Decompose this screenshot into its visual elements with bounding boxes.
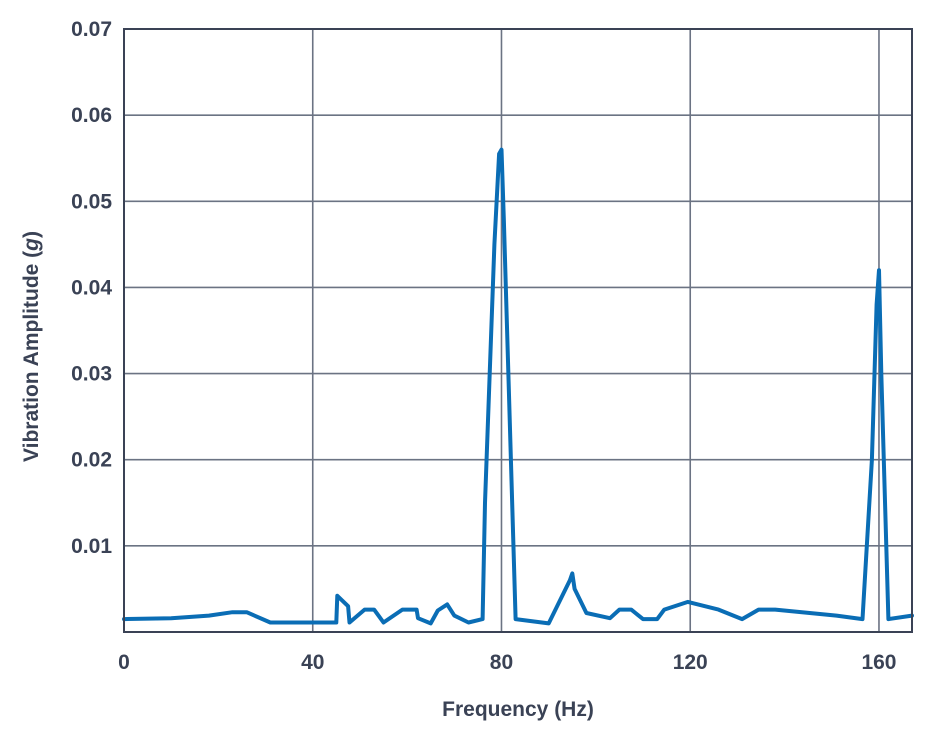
x-tick-label: 120 (673, 651, 708, 674)
y-tick-label: 0.05 (71, 190, 112, 213)
y-axis-title-part: Vibration Amplitude ( (20, 251, 43, 462)
tick-labels: 0 40 80 120 160 0.01 0.02 0.03 0.04 0.05 0.06 0.07 (71, 18, 896, 674)
amplitude-series-line (122, 147, 914, 626)
y-tick-label: 0.03 (71, 363, 112, 386)
x-tick-label: 0 (118, 651, 130, 674)
x-tick-label: 80 (490, 651, 513, 674)
y-tick-label: 0.01 (71, 535, 112, 558)
x-tick-label: 160 (861, 651, 896, 674)
y-tick-label: 0.07 (71, 18, 112, 41)
y-tick-label: 0.04 (71, 276, 112, 299)
x-tick-label: 40 (301, 651, 324, 674)
plot-area-frame (123, 28, 913, 633)
x-axis-title: Frequency (Hz) (442, 698, 594, 721)
y-axis-title: Vibration Amplitude (g) (20, 231, 43, 462)
y-axis-title-unit: g (20, 238, 43, 252)
grid-lines (124, 28, 912, 632)
y-tick-label: 0.02 (71, 449, 112, 472)
y-tick-label: 0.06 (71, 104, 112, 127)
y-axis-title-part: ) (20, 231, 43, 238)
